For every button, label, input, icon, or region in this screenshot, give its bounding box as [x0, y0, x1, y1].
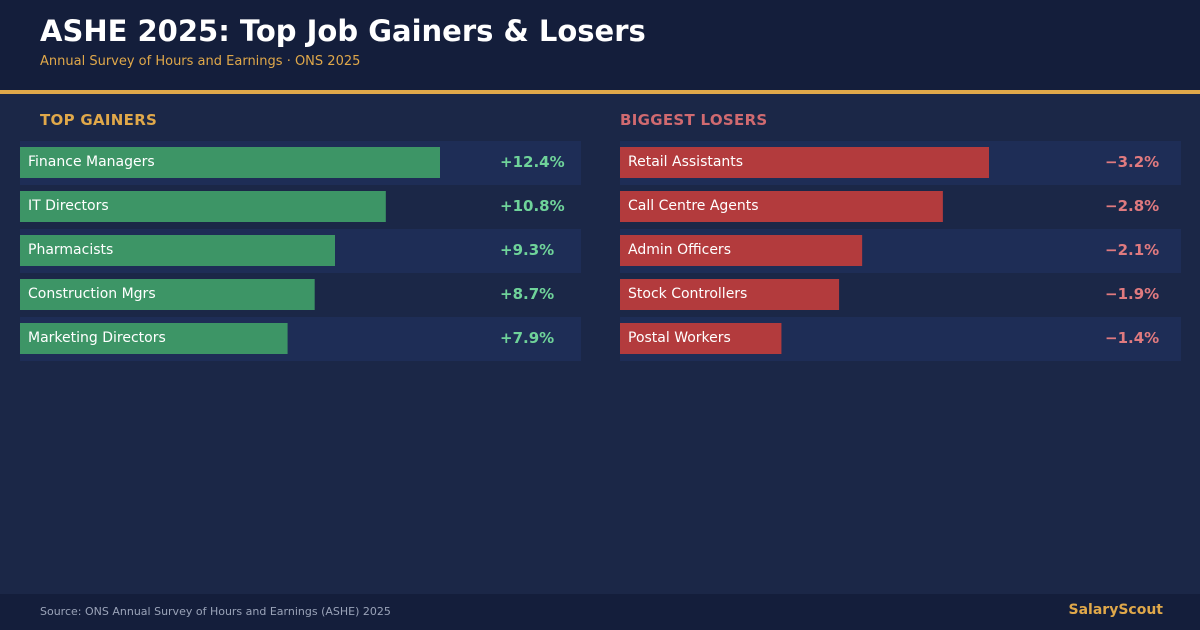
gainer-bar [20, 235, 335, 266]
gainer-category-label: Marketing Directors [28, 330, 166, 346]
losers-heading: BIGGEST LOSERS [620, 111, 768, 129]
loser-bar [620, 279, 840, 310]
source-note: Source: ONS Annual Survey of Hours and E… [40, 605, 391, 618]
loser-category-label: Retail Assistants [628, 154, 743, 170]
gainer-value-label: +10.8% [500, 197, 565, 215]
footer: Source: ONS Annual Survey of Hours and E… [0, 594, 1200, 630]
loser-category-label: Stock Controllers [628, 286, 747, 302]
gainer-value-label: +9.3% [500, 241, 554, 259]
loser-bar [620, 323, 782, 354]
gainer-bar [20, 323, 288, 354]
gainer-value-label: +12.4% [500, 153, 565, 171]
loser-value-label: −3.2% [1105, 153, 1159, 171]
brand-logo-text: SalaryScout [1068, 602, 1163, 618]
loser-category-label: Postal Workers [628, 330, 731, 346]
loser-category-label: Admin Officers [628, 242, 731, 258]
loser-bar [620, 147, 989, 178]
gainer-value-label: +7.9% [500, 329, 554, 347]
page-title: ASHE 2025: Top Job Gainers & Losers [40, 14, 646, 48]
gainers-heading: TOP GAINERS [40, 111, 158, 129]
gainer-bar [20, 279, 315, 310]
gainer-category-label: Construction Mgrs [28, 286, 156, 302]
gainer-bar [20, 147, 440, 178]
loser-category-label: Call Centre Agents [628, 198, 759, 214]
loser-value-label: −2.1% [1105, 241, 1159, 259]
loser-bar [620, 191, 943, 222]
loser-value-label: −2.8% [1105, 197, 1159, 215]
loser-bar [620, 235, 863, 266]
loser-value-label: −1.4% [1105, 329, 1159, 347]
gainer-value-label: +8.7% [500, 285, 554, 303]
gainer-category-label: Finance Managers [28, 154, 155, 170]
gainer-bar [20, 191, 386, 222]
gainer-category-label: IT Directors [28, 198, 109, 214]
gainer-category-label: Pharmacists [28, 242, 113, 258]
loser-value-label: −1.9% [1105, 285, 1159, 303]
header: ASHE 2025: Top Job Gainers & Losers Annu… [0, 0, 1200, 90]
accent-divider [0, 90, 1200, 94]
page-subtitle: Annual Survey of Hours and Earnings · ON… [40, 54, 361, 69]
